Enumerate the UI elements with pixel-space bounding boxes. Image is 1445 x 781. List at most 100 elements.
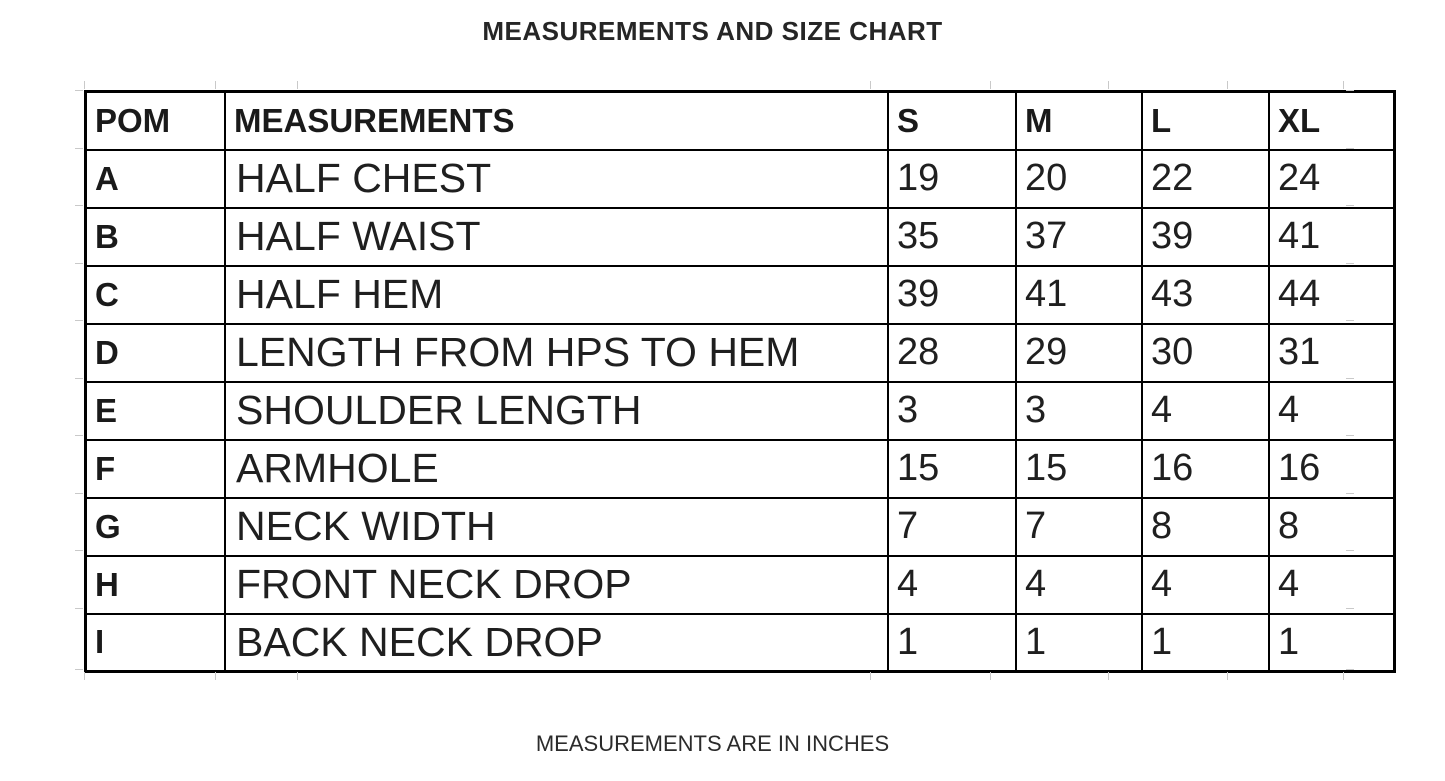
value-s: 3	[887, 380, 1017, 441]
value-m: 3	[1015, 380, 1143, 441]
header-size-xl: XL	[1268, 90, 1396, 151]
value-s: 4	[887, 554, 1017, 615]
gridline-stub	[1346, 669, 1354, 670]
pom-code: H	[84, 554, 226, 615]
gridline-stub	[1346, 148, 1354, 149]
header-size-l: L	[1141, 90, 1270, 151]
gridline-stub	[75, 90, 83, 91]
value-s: 28	[887, 322, 1017, 383]
value-s: 35	[887, 206, 1017, 267]
table-row: I BACK NECK DROP 1 1 1 1	[84, 612, 1396, 673]
value-xl: 1	[1268, 612, 1396, 673]
value-m: 29	[1015, 322, 1143, 383]
gridline-stub	[1346, 320, 1354, 321]
gridline-stub	[1227, 672, 1228, 680]
value-s: 39	[887, 264, 1017, 325]
measurement-name: BACK NECK DROP	[224, 612, 889, 673]
table-row: C HALF HEM 39 41 43 44	[84, 264, 1396, 325]
gridline-stub	[990, 672, 991, 680]
gridline-stub	[75, 148, 83, 149]
gridline-stub	[84, 672, 85, 680]
value-l: 4	[1141, 380, 1270, 441]
value-m: 37	[1015, 206, 1143, 267]
gridline-stub	[1346, 263, 1354, 264]
page-title: MEASUREMENTS AND SIZE CHART	[482, 16, 943, 46]
table-row: E SHOULDER LENGTH 3 3 4 4	[84, 380, 1396, 441]
pom-code: G	[84, 496, 226, 557]
value-m: 7	[1015, 496, 1143, 557]
gridline-stub	[297, 672, 298, 680]
value-m: 1	[1015, 612, 1143, 673]
value-s: 19	[887, 148, 1017, 209]
value-xl: 8	[1268, 496, 1396, 557]
gridline-stub	[75, 550, 83, 551]
value-l: 39	[1141, 206, 1270, 267]
value-l: 1	[1141, 612, 1270, 673]
gridline-stub	[870, 81, 871, 89]
value-l: 30	[1141, 322, 1270, 383]
footer-note: MEASUREMENTS ARE IN INCHES	[535, 731, 890, 756]
gridline-stub	[215, 81, 216, 89]
pom-code: C	[84, 264, 226, 325]
gridline-stub	[75, 669, 83, 670]
gridline-stub	[75, 435, 83, 436]
gridline-stub	[297, 81, 298, 89]
table-row: G NECK WIDTH 7 7 8 8	[84, 496, 1396, 557]
gridline-stub	[1346, 493, 1354, 494]
gridline-stub	[1346, 378, 1354, 379]
gridline-stub	[1346, 550, 1354, 551]
gridline-stub	[1343, 81, 1344, 89]
table-row: H FRONT NECK DROP 4 4 4 4	[84, 554, 1396, 615]
gridline-stub	[1108, 672, 1109, 680]
value-xl: 24	[1268, 148, 1396, 209]
size-chart-table: POM MEASUREMENTS S M L XL A HALF CHEST 1…	[84, 90, 1396, 673]
gridline-stub	[75, 608, 83, 609]
measurement-name: HALF HEM	[224, 264, 889, 325]
gridline-stub	[1346, 608, 1354, 609]
table-row: A HALF CHEST 19 20 22 24	[84, 148, 1396, 209]
gridline-stub	[1343, 672, 1344, 680]
value-xl: 16	[1268, 438, 1396, 499]
gridline-stub	[1346, 90, 1354, 91]
header-size-s: S	[887, 90, 1017, 151]
measurement-name: HALF CHEST	[224, 148, 889, 209]
gridline-stub	[75, 378, 83, 379]
table-row: F ARMHOLE 15 15 16 16	[84, 438, 1396, 499]
measurement-name: LENGTH FROM HPS TO HEM	[224, 322, 889, 383]
value-s: 7	[887, 496, 1017, 557]
measurement-name: HALF WAIST	[224, 206, 889, 267]
gridline-stub	[870, 672, 871, 680]
pom-code: B	[84, 206, 226, 267]
value-l: 16	[1141, 438, 1270, 499]
value-s: 15	[887, 438, 1017, 499]
measurement-name: ARMHOLE	[224, 438, 889, 499]
value-m: 4	[1015, 554, 1143, 615]
gridline-stub	[1108, 81, 1109, 89]
gridline-stub	[75, 263, 83, 264]
value-s: 1	[887, 612, 1017, 673]
gridline-stub	[1227, 81, 1228, 89]
pom-code: I	[84, 612, 226, 673]
pom-code: D	[84, 322, 226, 383]
gridline-stub	[84, 81, 85, 89]
measurement-name: NECK WIDTH	[224, 496, 889, 557]
pom-code: F	[84, 438, 226, 499]
measurement-name: FRONT NECK DROP	[224, 554, 889, 615]
gridline-stub	[75, 493, 83, 494]
value-xl: 4	[1268, 554, 1396, 615]
value-xl: 44	[1268, 264, 1396, 325]
table-header-row: POM MEASUREMENTS S M L XL	[84, 90, 1396, 151]
value-m: 15	[1015, 438, 1143, 499]
header-size-m: M	[1015, 90, 1143, 151]
value-l: 4	[1141, 554, 1270, 615]
pom-code: E	[84, 380, 226, 441]
value-xl: 31	[1268, 322, 1396, 383]
header-measurements: MEASUREMENTS	[224, 90, 889, 151]
value-xl: 4	[1268, 380, 1396, 441]
value-xl: 41	[1268, 206, 1396, 267]
measurement-name: SHOULDER LENGTH	[224, 380, 889, 441]
gridline-stub	[75, 320, 83, 321]
value-l: 8	[1141, 496, 1270, 557]
value-l: 22	[1141, 148, 1270, 209]
